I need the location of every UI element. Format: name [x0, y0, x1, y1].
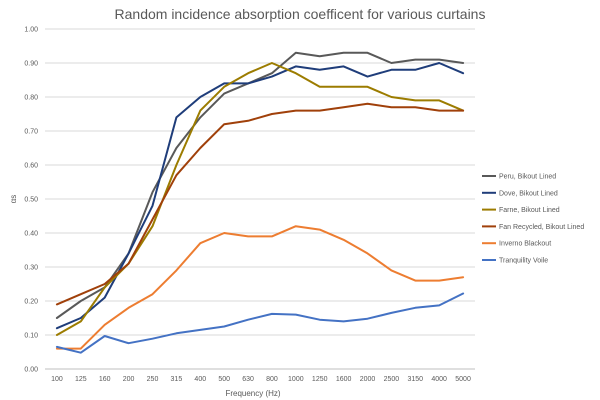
x-tick-label: 125: [75, 376, 87, 383]
legend-label: Peru, Bikout Lined: [499, 174, 556, 181]
x-tick-label: 1600: [336, 376, 352, 383]
x-tick-label: 2000: [360, 376, 376, 383]
x-tick-label: 160: [99, 376, 111, 383]
series-lines: [55, 51, 465, 354]
legend-label: Inverno Blackout: [499, 241, 551, 248]
legend-label: Dove, Bikout Lined: [499, 190, 558, 197]
x-tick-label: 2500: [384, 376, 400, 383]
x-tick-label: 250: [147, 376, 159, 383]
x-tick-label: 100: [51, 376, 63, 383]
y-tick-label: 0.60: [24, 163, 38, 170]
y-tick-label: 0.10: [24, 333, 38, 340]
y-tick-label: 0.20: [24, 299, 38, 306]
y-tick-label: 0.40: [24, 231, 38, 238]
y-tick-label: 0.30: [24, 265, 38, 272]
x-axis-title: Frequency (Hz): [225, 389, 280, 398]
y-tick-label: 0.00: [24, 367, 38, 374]
series-line-2: [55, 62, 465, 330]
x-tick-label: 400: [194, 376, 206, 383]
series-line-1: [55, 51, 465, 319]
x-tick-label: 5000: [455, 376, 471, 383]
x-tick-label: 800: [266, 376, 278, 383]
x-tick-label: 3150: [407, 376, 423, 383]
chart-title: Random incidence absorption coefficent f…: [114, 6, 486, 22]
y-axis-tick-labels: 0.00 0.10 0.20 0.30 0.40 0.50 0.60 0.70 0.80 0.90…: [24, 27, 38, 374]
legend-label: Fan Recycled, Bikout Lined: [499, 224, 584, 231]
series-line-4: [55, 102, 465, 306]
legend: Peru, Bikout Lined Dove, Bikout Lined Farn…: [482, 174, 584, 265]
x-axis-tick-labels: 100 125 160 200 250 315 400 500 630 800 1000 1250 16…: [51, 376, 471, 383]
x-tick-label: 500: [218, 376, 230, 383]
x-tick-label: 1250: [312, 376, 328, 383]
x-tick-label: 1000: [288, 376, 304, 383]
y-tick-label: 1.00: [24, 27, 38, 34]
y-tick-label: 0.80: [24, 95, 38, 102]
x-tick-label: 200: [123, 376, 135, 383]
series-line-6: [55, 292, 465, 354]
legend-label: Farne, Bikout Lined: [499, 207, 560, 214]
y-tick-label: 0.90: [24, 61, 38, 68]
y-axis-title: αs: [9, 195, 18, 204]
x-tick-label: 630: [242, 376, 254, 383]
legend-label: Tranquility Voile: [499, 258, 548, 265]
x-tick-label: 4000: [431, 376, 447, 383]
y-tick-label: 0.70: [24, 129, 38, 136]
gridlines: [45, 28, 475, 370]
y-tick-label: 0.50: [24, 197, 38, 204]
x-tick-label: 315: [171, 376, 183, 383]
series-line-5: [55, 225, 465, 350]
